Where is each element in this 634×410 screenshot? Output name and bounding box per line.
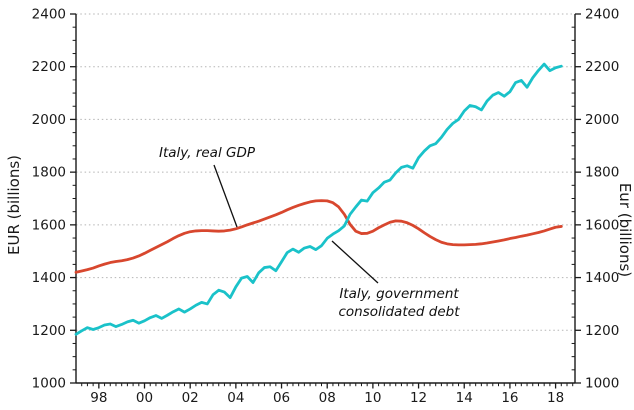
right-axis-title: Eur (billions): [616, 183, 634, 277]
debt-line: [74, 62, 563, 336]
y-tick-label-right: 2200: [585, 59, 619, 75]
y-tick-label-left: 2400: [32, 7, 66, 23]
x-tick-label: 18: [547, 390, 564, 406]
y-tick-label-left: 1000: [32, 376, 66, 392]
y-tick-label-left: 2000: [32, 112, 66, 128]
y-tick-label-right: 1800: [585, 165, 619, 181]
x-tick-label: 14: [456, 390, 473, 406]
x-tick-label: 04: [227, 390, 244, 406]
gdp-annotation-label: Italy, real GDP: [159, 145, 256, 161]
debt-annotation-label-line2: consolidated debt: [338, 304, 460, 320]
x-tick-label: 08: [319, 390, 336, 406]
y-tick-label-right: 1200: [585, 323, 619, 339]
y-tick-label-left: 2200: [32, 59, 66, 75]
y-tick-label-right: 1000: [585, 376, 619, 392]
x-tick-label: 00: [136, 390, 153, 406]
y-tick-label-right: 1400: [585, 270, 619, 286]
x-tick-label: 06: [273, 390, 290, 406]
debt-annotation-leader-line: [331, 240, 379, 284]
left-axis-title: EUR (billions): [5, 155, 23, 255]
x-tick-label: 12: [410, 390, 427, 406]
y-tick-label-right: 1600: [585, 217, 619, 233]
y-tick-label-right: 2000: [585, 112, 619, 128]
x-tick-label: 98: [90, 390, 107, 406]
x-tick-label: 02: [182, 390, 199, 406]
y-tick-label-left: 1800: [32, 165, 66, 181]
x-tick-label: 16: [501, 390, 518, 406]
y-tick-label-left: 1200: [32, 323, 66, 339]
gdp-line: [74, 199, 563, 274]
x-tick-label: 10: [364, 390, 381, 406]
gdp-annotation-leader-line: [213, 164, 238, 228]
y-tick-label-left: 1400: [32, 270, 66, 286]
y-tick-label-left: 1600: [32, 217, 66, 233]
y-tick-label-right: 2400: [585, 7, 619, 23]
debt-annotation-label-line1: Italy, government: [339, 286, 459, 302]
